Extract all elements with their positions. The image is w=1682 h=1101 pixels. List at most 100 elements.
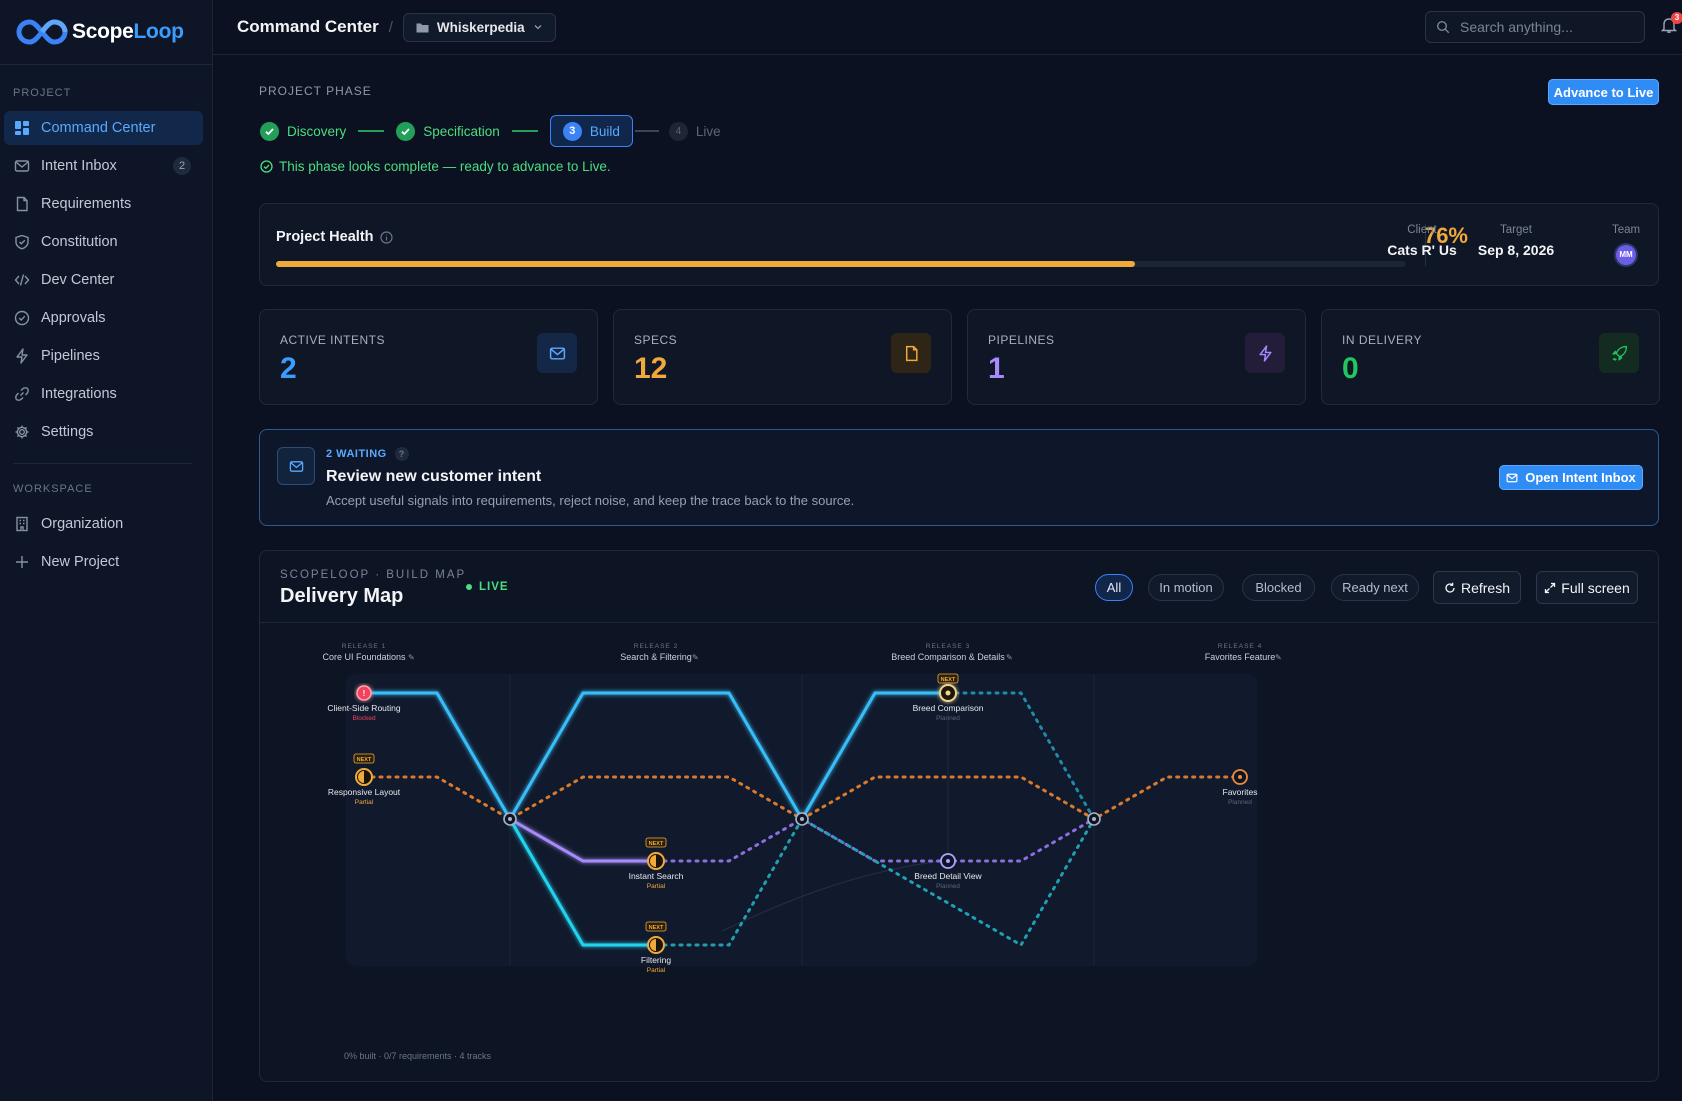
half-progress-icon	[650, 855, 656, 867]
next-tag-text: NEXT	[649, 925, 664, 931]
bell-icon[interactable]	[1661, 16, 1677, 34]
sidebar-item-pipelines[interactable]: Pipelines	[4, 339, 203, 373]
filter-in-motion[interactable]: In motion	[1148, 574, 1224, 601]
release-header[interactable]: Search & Filtering	[620, 652, 692, 662]
sidebar-item-label: Organization	[41, 516, 124, 532]
pencil-icon[interactable]: ✎	[1275, 653, 1282, 662]
sidebar: ScopeLoop PROJECT Command Center Intent …	[0, 0, 213, 1101]
step-connector	[634, 130, 659, 132]
sidebar-item-label: Constitution	[41, 234, 118, 250]
filter-all[interactable]: All	[1095, 574, 1133, 601]
stat-card-active-intents[interactable]: ACTIVE INTENTS 2	[259, 309, 598, 405]
check-circle-icon	[14, 310, 30, 326]
map-header: SCOPELOOP · BUILD MAP Delivery Map LIVE …	[260, 551, 1658, 623]
folder-icon	[416, 23, 429, 32]
step-label: Build	[589, 123, 620, 139]
stat-label: ACTIVE INTENTS	[280, 333, 386, 347]
open-intent-inbox-button[interactable]: Open Intent Inbox	[1499, 465, 1643, 490]
step-number: 3	[562, 121, 582, 141]
section-label-workspace: WORKSPACE	[13, 483, 93, 495]
sidebar-item-new-project[interactable]: New Project	[4, 545, 203, 579]
live-text: LIVE	[479, 581, 509, 593]
next-tag	[937, 673, 959, 684]
step-number: 4	[668, 121, 688, 141]
sidebar-item-requirements[interactable]: Requirements	[4, 187, 203, 221]
map-node-client-side-routing[interactable]: ! Client-Side Routing Blocked	[327, 685, 401, 722]
step-build[interactable]: 3 Build	[549, 115, 633, 147]
next-tag	[645, 837, 667, 848]
advance-to-live-button[interactable]: Advance to Live	[1548, 79, 1659, 105]
intent-title: Review new customer intent	[326, 468, 542, 485]
next-tag-text: NEXT	[941, 677, 956, 683]
check-icon	[260, 121, 279, 141]
stat-card-pipelines[interactable]: PIPELINES 1	[967, 309, 1306, 405]
bolt-icon	[1245, 333, 1285, 373]
infinity-logo-icon	[16, 19, 68, 45]
step-label: Live	[695, 123, 721, 139]
logo[interactable]: ScopeLoop	[0, 0, 212, 65]
file-icon	[891, 333, 931, 373]
next-tag	[353, 753, 375, 764]
step-live[interactable]: 4 Live	[668, 121, 721, 141]
live-dot-icon	[466, 584, 472, 590]
sidebar-item-dev-center[interactable]: Dev Center	[4, 263, 203, 297]
filter-blocked[interactable]: Blocked	[1242, 574, 1315, 601]
map-kicker: SCOPELOOP · BUILD MAP	[280, 569, 467, 581]
sidebar-item-integrations[interactable]: Integrations	[4, 377, 203, 411]
half-progress-icon	[358, 771, 364, 783]
search-input[interactable]	[1460, 19, 1640, 35]
map-node-instant-search[interactable]: NEXT Instant Search Partial	[629, 837, 684, 890]
sidebar-item-organization[interactable]: Organization	[4, 507, 203, 541]
release-header[interactable]: Core UI Foundations	[322, 652, 406, 662]
chevron-down-icon	[534, 25, 542, 30]
sidebar-item-label: Requirements	[41, 196, 132, 212]
release-kicker: RELEASE 3	[926, 643, 970, 650]
map-node-responsive-layout[interactable]: NEXT Responsive Layout Partial	[328, 753, 401, 806]
pencil-icon[interactable]: ✎	[1006, 653, 1013, 662]
health-title: Project Health	[276, 229, 393, 245]
stat-value: 2	[280, 352, 297, 385]
sidebar-item-constitution[interactable]: Constitution	[4, 225, 203, 259]
help-icon[interactable]: ?	[394, 447, 409, 461]
refresh-button[interactable]: Refresh	[1433, 571, 1521, 604]
pencil-icon[interactable]: ✎	[692, 653, 699, 662]
step-specification[interactable]: Specification	[396, 121, 500, 141]
next-tag	[645, 921, 667, 932]
sidebar-item-label: Command Center	[41, 120, 156, 136]
release-header[interactable]: Favorites Feature	[1205, 652, 1276, 662]
stat-card-in-delivery[interactable]: IN DELIVERY 0	[1321, 309, 1660, 405]
building-icon	[14, 516, 30, 532]
full-screen-button[interactable]: Full screen	[1536, 571, 1638, 604]
node-status: Partial	[647, 967, 666, 974]
delivery-map-card: SCOPELOOP · BUILD MAP Delivery Map LIVE …	[259, 550, 1659, 1082]
stat-value: 0	[1342, 352, 1359, 385]
map-node-breed-detail-view[interactable]: Breed Detail View Planned	[914, 853, 983, 890]
stat-card-specs[interactable]: SPECS 12	[613, 309, 952, 405]
step-discovery[interactable]: Discovery	[260, 121, 346, 141]
top-bar: Command Center / Whiskerpedia	[213, 0, 1682, 55]
team-meta: Team	[1606, 224, 1646, 236]
sidebar-item-approvals[interactable]: Approvals	[4, 301, 203, 335]
pencil-icon[interactable]: ✎	[408, 653, 415, 662]
check-circle-icon	[260, 160, 273, 173]
step-connector	[511, 130, 538, 132]
node-name: Client-Side Routing	[327, 703, 401, 713]
search-box[interactable]	[1425, 11, 1645, 43]
avatar[interactable]: MM	[1616, 245, 1636, 265]
sidebar-item-settings[interactable]: Settings	[4, 415, 203, 449]
map-node-favorites[interactable]: Favorites Planned	[1223, 769, 1258, 806]
link-icon	[14, 386, 30, 402]
sidebar-item-intent-inbox[interactable]: Intent Inbox 2	[4, 149, 203, 183]
filter-ready-next[interactable]: Ready next	[1331, 574, 1419, 601]
node-status: Partial	[647, 883, 666, 890]
project-selector[interactable]: Whiskerpedia	[402, 12, 556, 42]
node-status: Planned	[1228, 799, 1252, 806]
release-header[interactable]: Breed Comparison & Details	[891, 652, 1005, 662]
map-node-breed-comparison[interactable]: NEXT Breed Comparison Planned	[913, 673, 984, 722]
mail-icon	[14, 158, 30, 174]
step-label: Specification	[423, 123, 500, 139]
map-node-filtering[interactable]: NEXT Filtering Partial	[641, 921, 672, 974]
intent-review-banner: 2 WAITING ? Review new customer intent A…	[259, 429, 1659, 526]
sidebar-item-command-center[interactable]: Command Center	[4, 111, 203, 145]
info-icon[interactable]	[379, 230, 393, 244]
